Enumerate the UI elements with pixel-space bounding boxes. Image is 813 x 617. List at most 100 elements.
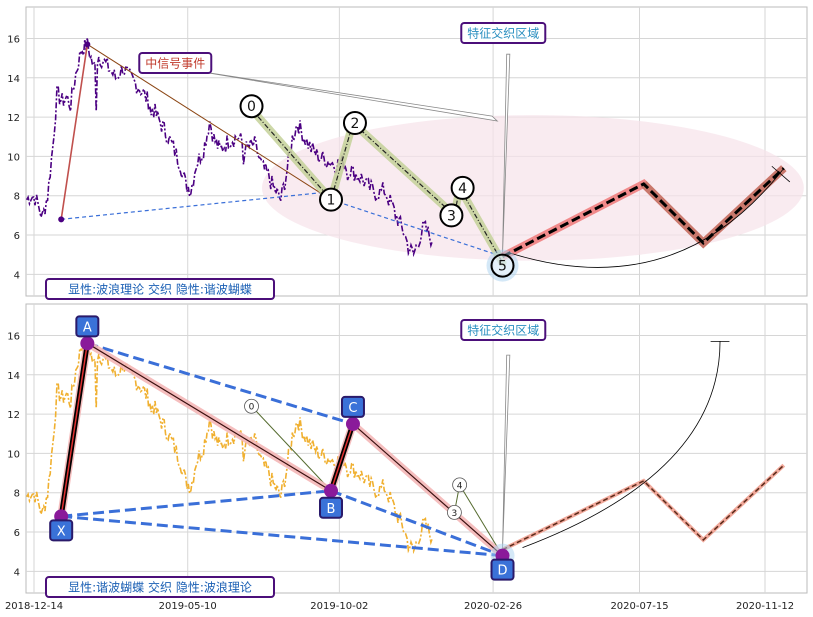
harmonic-label-c: C: [340, 395, 365, 418]
wave-leg: [459, 187, 504, 263]
bottom-region-title: 特征交织区域: [460, 319, 547, 341]
harmonic-label-text: C: [348, 401, 357, 416]
bottom-panel: 4 6 8 10 12 14 16 2018-12-14 2019-05-10 2019-10-0…: [5, 303, 808, 612]
harmonic-dashed-line: [330, 489, 504, 558]
region-arrow: [502, 354, 511, 550]
x-tick-label: 2020-02-26: [464, 601, 522, 612]
harmonic-label-text: A: [83, 320, 92, 335]
wave-point-peak: [84, 41, 91, 48]
y-tick-label: 16: [7, 331, 20, 342]
top-caption-box: [45, 278, 275, 300]
minor-label-text: 0: [249, 403, 255, 413]
harmonic-dashed-line: [61, 489, 332, 518]
y-tick-label: 8: [14, 489, 20, 500]
x-tick-label: 2019-05-10: [159, 601, 217, 612]
x-tick-label: 2020-07-15: [610, 601, 668, 612]
event-label: 中信号事件: [138, 52, 213, 74]
harmonic-label-box: [340, 395, 365, 418]
y-tick-label: 10: [7, 449, 20, 460]
region-arrow: [502, 53, 511, 255]
harmonic-leg-core: [60, 343, 89, 517]
wave-label-text: 3: [447, 208, 456, 224]
projection-band: [501, 463, 786, 552]
minor-label-circle: [244, 398, 259, 414]
y-tick-label: 10: [7, 152, 20, 163]
y-tick-label: 12: [7, 410, 20, 421]
y-tick-label: 8: [14, 192, 20, 203]
bottom-plot-content: 0 3 4: [26, 334, 786, 568]
price-series: [26, 334, 434, 555]
harmonic-leg-core: [330, 423, 354, 492]
bottom-caption-text: 显性:谐波蝴蝶 交织 隐性:波浪理论: [68, 580, 252, 595]
wave-up-leg: [60, 44, 89, 220]
harmonic-label-box: [319, 496, 344, 519]
harmonic-label-text: X: [57, 524, 66, 539]
harmonic-label-text: D: [498, 564, 508, 579]
harmonic-label-box: [49, 519, 74, 542]
harmonic-leg: [87, 342, 332, 492]
y-tick-label: 4: [14, 567, 20, 578]
harmonic-dashed-line: [61, 514, 503, 558]
minor-label-circle: [447, 504, 462, 520]
plot-area: [25, 303, 808, 594]
wave-leg: [352, 122, 455, 216]
harmonic-dashed-line: [86, 341, 354, 426]
wave-point-start: [58, 216, 65, 223]
harmonic-point-marker: [345, 416, 360, 431]
harmonic-label-box: [490, 558, 515, 581]
wave-leg: [330, 122, 354, 200]
wave-label-text: 1: [327, 193, 336, 209]
top-region-title-box: [460, 22, 547, 44]
y-tick-label: 6: [14, 231, 20, 242]
wave-label-text: 4: [458, 181, 467, 197]
wave-label-text: 0: [247, 99, 256, 115]
bottom-region-title-box: [460, 319, 547, 341]
price-series: [26, 37, 434, 258]
event-arrow: [189, 69, 499, 122]
minor-wave-leg: [459, 484, 503, 556]
y-tick-label: 14: [7, 74, 20, 85]
wave-label-circle: [342, 110, 367, 135]
minor-label-text: 3: [452, 509, 458, 519]
x-tick-label: 2020-11-12: [736, 601, 794, 612]
wave-down-leg: [87, 43, 332, 201]
harmonic-point-marker: [324, 483, 339, 498]
top-region-title-text: 特征交织区域: [467, 26, 539, 41]
event-label-box: [138, 52, 213, 74]
y-tick-label: 12: [7, 113, 20, 124]
top-caption-text: 显性:波浪理论 交织 隐性:谐波蝴蝶: [68, 282, 252, 297]
harmonic-label-text: B: [327, 502, 336, 517]
event-label-text: 中信号事件: [145, 56, 205, 71]
wave-label-circle: [490, 253, 515, 278]
wave-label-circle: [239, 94, 264, 119]
arc-cap: [771, 165, 791, 183]
minor-label-text: 4: [457, 481, 463, 491]
top-caption: 显性:波浪理论 交织 隐性:谐波蝴蝶: [45, 278, 275, 300]
harmonic-label-a: A: [75, 315, 100, 338]
harmonic-label-x: X: [49, 519, 74, 542]
y-tick-label: 14: [7, 371, 20, 382]
trendline-end: [330, 199, 503, 258]
top-region-title: 特征交织区域: [460, 22, 547, 44]
projection-arc: [508, 167, 785, 268]
wave-label-circle: [319, 187, 344, 212]
bottom-region-title-text: 特征交织区域: [467, 323, 539, 338]
x-tick-label: 2019-10-02: [310, 601, 368, 612]
top-plot-content: 0 1 2 34 5: [26, 37, 804, 282]
y-tick-label: 4: [14, 270, 20, 281]
harmonic-label-b: B: [319, 496, 344, 519]
harmonic-leg: [352, 423, 503, 557]
wave-label-text: 2: [351, 116, 360, 132]
wave-leg: [251, 108, 332, 201]
wave-label-circle: [439, 203, 464, 228]
y-tick-label: 16: [7, 34, 20, 45]
trendline-start: [61, 191, 332, 220]
harmonic-label-box: [75, 315, 100, 338]
minor-wave-leg: [251, 405, 332, 492]
projection-arc: [522, 341, 721, 549]
wave-label-text: 5: [498, 259, 507, 275]
minor-label-circle: [452, 477, 468, 493]
harmonic-point-marker: [80, 336, 95, 351]
